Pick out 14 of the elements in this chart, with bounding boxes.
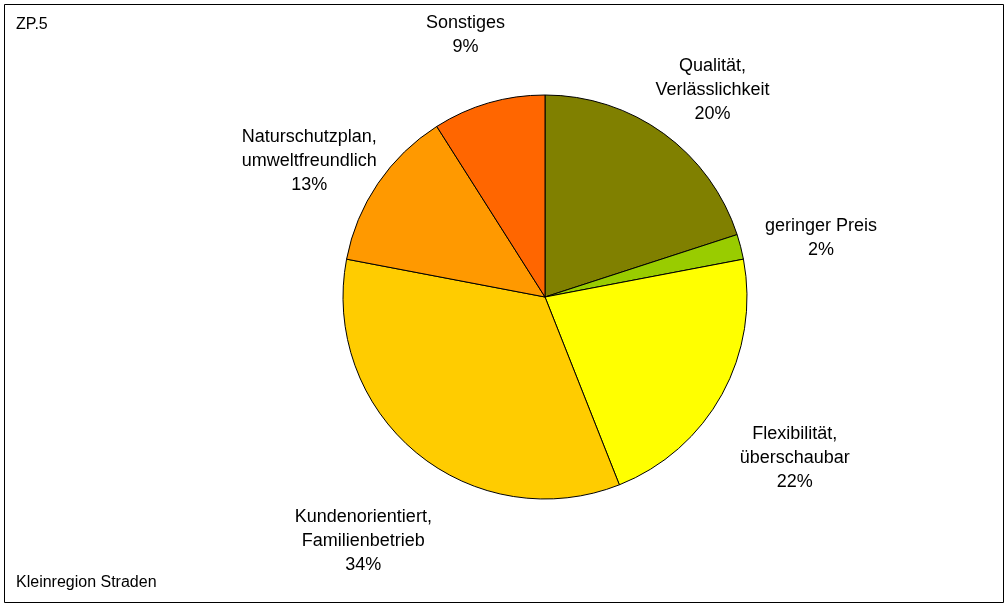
slice-label: Flexibilität, überschaubar (739, 423, 850, 468)
slice-label: Qualität, Verlässlichkeit (655, 55, 770, 100)
data-label: 22% (776, 471, 813, 492)
slice-label: Kundenorientiert, Familienbetrieb (294, 505, 432, 550)
slice-label: Naturschutzplan, umweltfreundlich (241, 125, 377, 170)
slice-label: geringer Preis (765, 215, 878, 236)
data-label: 9% (452, 36, 479, 57)
slice-label: Sonstiges (425, 12, 506, 33)
data-label: 13% (291, 173, 328, 194)
text: Kleinregion Straden (16, 573, 157, 590)
data-label: 34% (345, 553, 382, 574)
data-label: 20% (694, 103, 731, 124)
data-label: 2% (808, 239, 835, 260)
text: ZP.5 (16, 15, 48, 32)
